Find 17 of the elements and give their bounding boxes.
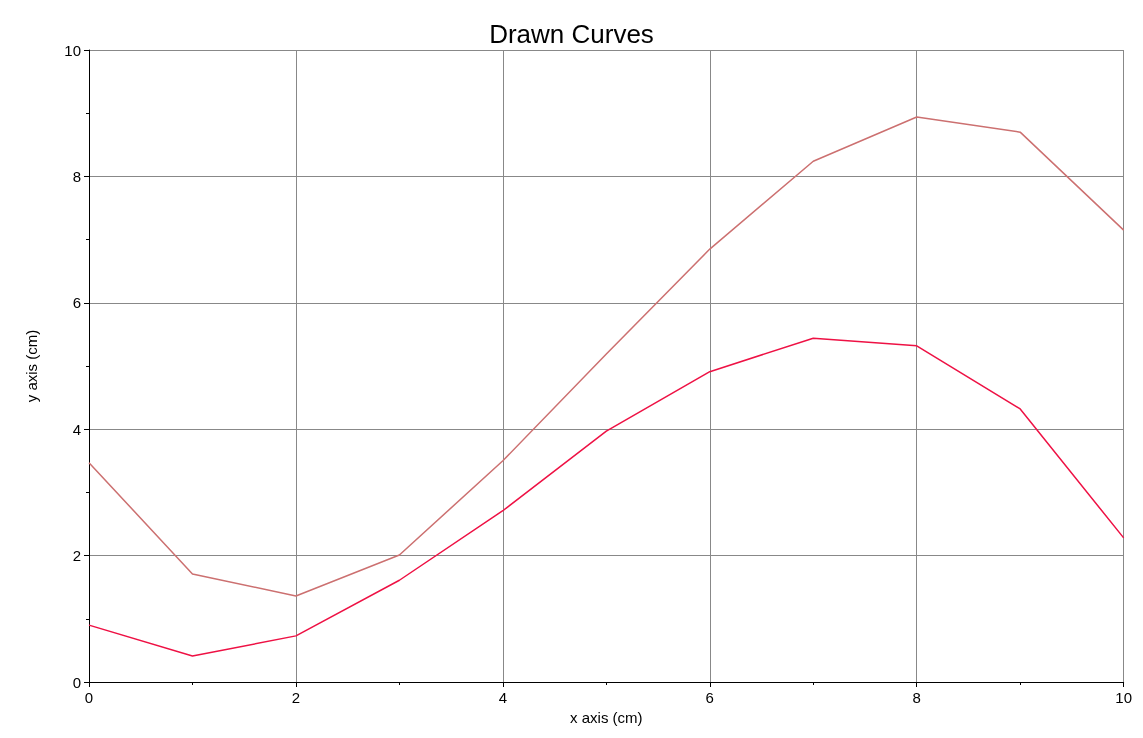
y-tick-label: 4	[72, 420, 81, 438]
chart-title: Drawn Curves	[489, 19, 654, 49]
y-tick-label: 6	[72, 294, 81, 312]
x-tick-label: 0	[84, 689, 94, 706]
x-tick-label: 8	[912, 689, 921, 706]
y-tick-label: 0	[72, 673, 81, 691]
x-axis-title: x axis (cm)	[570, 708, 643, 726]
y-axis-title: y axis (cm)	[23, 329, 40, 403]
x-tick-label: 4	[498, 689, 508, 706]
line-series	[88, 337, 1125, 657]
y-tick-label: 10	[64, 41, 81, 59]
y-tick-label: 2	[72, 547, 81, 565]
x-tick-label: 2	[291, 689, 301, 706]
line-series	[88, 116, 1125, 597]
x-tick-label: 10	[1115, 689, 1132, 706]
x-tick-label: 6	[705, 689, 714, 706]
y-tick-label: 8	[72, 167, 81, 185]
